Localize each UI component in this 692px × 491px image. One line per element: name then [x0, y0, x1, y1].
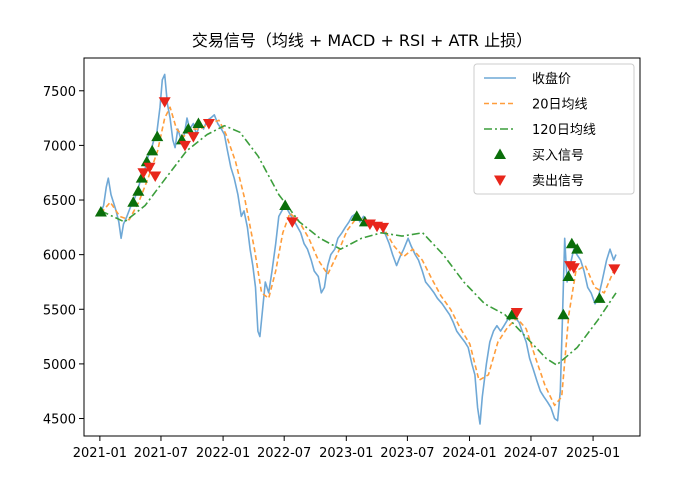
- close-price-line: [100, 73, 617, 425]
- buy-signal-marker: [94, 206, 107, 217]
- legend-sell-signal-swatch: [494, 175, 506, 186]
- x-tick-label: 2023-07: [380, 446, 434, 461]
- y-tick-label: 5500: [43, 303, 76, 318]
- y-tick-label: 4500: [43, 413, 76, 428]
- x-axis: 2021-01 2021-07 2022-01 2022-07 2023-01 2023-…: [73, 436, 620, 461]
- x-tick-label: 2022-07: [257, 446, 311, 461]
- legend-ma20-label: 20日均线: [532, 98, 588, 113]
- legend-buy-signal-label: 买入信号: [532, 149, 584, 164]
- sell-signal-marker: [202, 119, 215, 130]
- x-tick-label: 2025-01: [566, 446, 620, 461]
- sell-signal-marker: [178, 140, 191, 152]
- x-tick-label: 2024-01: [442, 446, 496, 461]
- sell-signal-marker: [608, 264, 621, 275]
- buy-signal-marker: [593, 292, 606, 303]
- sell-signal-marker: [187, 132, 200, 143]
- legend-box: [473, 63, 635, 195]
- sell-signal-marker: [567, 263, 580, 274]
- x-tick-label: 2022-01: [196, 446, 250, 461]
- buy-signal-marker: [557, 308, 570, 320]
- y-tick-label: 6500: [43, 194, 76, 209]
- legend-sell-signal-label: 卖出信号: [532, 174, 584, 189]
- x-tick-label: 2021-07: [134, 446, 188, 461]
- buy-signal-marker: [350, 210, 363, 221]
- ma120-line: [100, 124, 617, 366]
- buy-signal-marker: [135, 172, 148, 183]
- sell-signal-marker: [510, 308, 523, 319]
- buy-signal-marker: [279, 199, 292, 210]
- buy-signal-marker: [132, 185, 145, 196]
- sell-signal-marker: [137, 168, 150, 179]
- sell-signal-marker: [377, 222, 390, 234]
- sell-signal-marker: [286, 217, 299, 228]
- y-tick-label: 5000: [43, 358, 76, 373]
- sell-signal-marker: [149, 171, 162, 182]
- y-tick-label: 6000: [43, 249, 76, 264]
- legend-buy-signal-swatch: [494, 148, 506, 159]
- buy-signal-marker: [127, 196, 140, 207]
- sell-signal-marker: [158, 97, 171, 108]
- buy-signal-marker: [151, 130, 164, 142]
- buy-signal-marker: [146, 144, 159, 156]
- y-axis: 4500 5000 5500 6000 6500 7000 7500: [43, 85, 84, 428]
- legend-ma120-label: 120日均线: [532, 123, 596, 138]
- x-tick-label: 2023-01: [319, 446, 373, 461]
- buy-signal-marker: [182, 123, 195, 134]
- x-tick-label: 2021-01: [73, 446, 127, 461]
- buy-signal-marker: [192, 117, 205, 129]
- legend-close-price-label: 收盘价: [532, 71, 571, 87]
- buy-signal-marker: [565, 237, 578, 249]
- x-tick-label: 2024-07: [504, 446, 558, 461]
- plot-frame: [83, 57, 641, 437]
- buy-signal-marker: [562, 270, 575, 281]
- y-tick-label: 7500: [43, 85, 76, 100]
- chart-title: 交易信号（均线 + MACD + RSI + ATR 止损）: [192, 31, 532, 50]
- signal-layer: [94, 97, 621, 320]
- y-tick-label: 7000: [43, 139, 76, 154]
- sell-signal-marker: [143, 162, 156, 174]
- buy-signal-marker: [571, 243, 584, 254]
- buy-signal-marker: [506, 308, 519, 320]
